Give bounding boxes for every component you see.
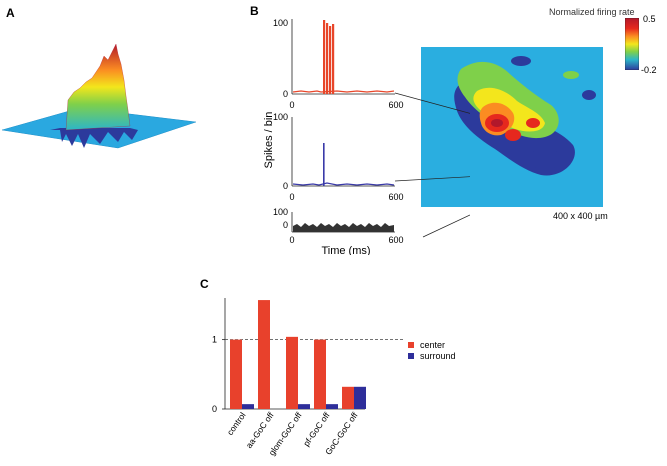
bar-surround-4 bbox=[354, 386, 366, 409]
psth-center-xmax: 600 bbox=[388, 100, 403, 110]
psth-center-baseline bbox=[292, 90, 395, 93]
map-lower-surround bbox=[527, 149, 563, 169]
map-blue-patch-top bbox=[511, 56, 531, 66]
x-tick-label: control bbox=[225, 410, 248, 437]
colorbar-title: Normalized firing rate bbox=[549, 7, 635, 17]
bar-center-2 bbox=[286, 336, 298, 409]
map-green-patch-right bbox=[563, 71, 579, 79]
legend-label-surround: surround bbox=[420, 351, 456, 361]
panel-label-a: A bbox=[6, 6, 15, 20]
psth-center-xmin: 0 bbox=[289, 100, 294, 110]
psth-surround-ymin: 0 bbox=[283, 181, 288, 191]
y-tick-label: 1 bbox=[212, 335, 217, 345]
surface-peak bbox=[65, 43, 131, 131]
chart-grid bbox=[222, 298, 405, 410]
psth-surround-xmax: 600 bbox=[388, 192, 403, 202]
bar-center-1 bbox=[258, 300, 270, 409]
panel-label-b: B bbox=[250, 4, 259, 18]
legend-label-center: center bbox=[420, 340, 445, 350]
firing-rate-map bbox=[421, 47, 603, 207]
psth-surround-ymax: 100 bbox=[273, 112, 288, 122]
panel-label-c: C bbox=[200, 277, 209, 291]
psth-center-bar-1 bbox=[323, 20, 326, 94]
bar-surround-2 bbox=[298, 404, 310, 409]
psth-background-xmin: 0 bbox=[289, 235, 294, 245]
psth-center-ymin: 0 bbox=[283, 89, 288, 99]
bar-surround-3 bbox=[326, 404, 338, 409]
surface-trough bbox=[50, 128, 138, 148]
connector-surround bbox=[394, 176, 470, 182]
map-blue-patch-right bbox=[582, 90, 596, 100]
chart-bars bbox=[230, 300, 366, 409]
connector-center bbox=[394, 92, 470, 114]
x-tick-label: pf-GoC off bbox=[301, 410, 332, 448]
psth-center-bar-4 bbox=[332, 24, 335, 94]
psth-background-ymin: 0 bbox=[283, 220, 288, 230]
psth-center-bar-3 bbox=[329, 26, 332, 94]
colorbar bbox=[625, 18, 639, 70]
map-scale-label: 400 x 400 µm bbox=[553, 211, 608, 221]
y-tick-label: 0 bbox=[212, 404, 217, 414]
bar-surround-0 bbox=[242, 404, 254, 409]
psth-background-ymax: 100 bbox=[273, 207, 288, 217]
bar-center-4 bbox=[342, 386, 354, 409]
psth-background-trace bbox=[293, 223, 394, 232]
psth-surround-xmin: 0 bbox=[289, 192, 294, 202]
psth-background-xmax: 600 bbox=[388, 235, 403, 245]
map-red-hotspot-3 bbox=[526, 118, 540, 128]
legend-swatch-surround bbox=[408, 353, 414, 359]
psth-center-ymax: 100 bbox=[273, 18, 288, 28]
bar-center-0 bbox=[230, 339, 242, 409]
psth-surround-baseline bbox=[292, 182, 395, 186]
legend-swatch-center bbox=[408, 342, 414, 348]
psth-surround-peak bbox=[323, 143, 325, 186]
map-darkred-core bbox=[491, 119, 503, 127]
map-red-hotspot-2 bbox=[505, 129, 521, 141]
colorbar-max-label: 0.5 bbox=[643, 14, 656, 24]
surface-plot-3d bbox=[1, 43, 197, 149]
colorbar-min-label: -0.2 bbox=[641, 65, 657, 75]
psth-center-bar-2 bbox=[326, 23, 329, 94]
psth-ylabel: Spikes / bin bbox=[263, 112, 275, 169]
bar-center-3 bbox=[314, 339, 326, 409]
psth-xlabel: Time (ms) bbox=[321, 245, 370, 255]
connector-background bbox=[422, 214, 470, 238]
psth-plots: 100 0 0 600 100 0 0 600 100 0 0 600 Time… bbox=[263, 18, 470, 255]
